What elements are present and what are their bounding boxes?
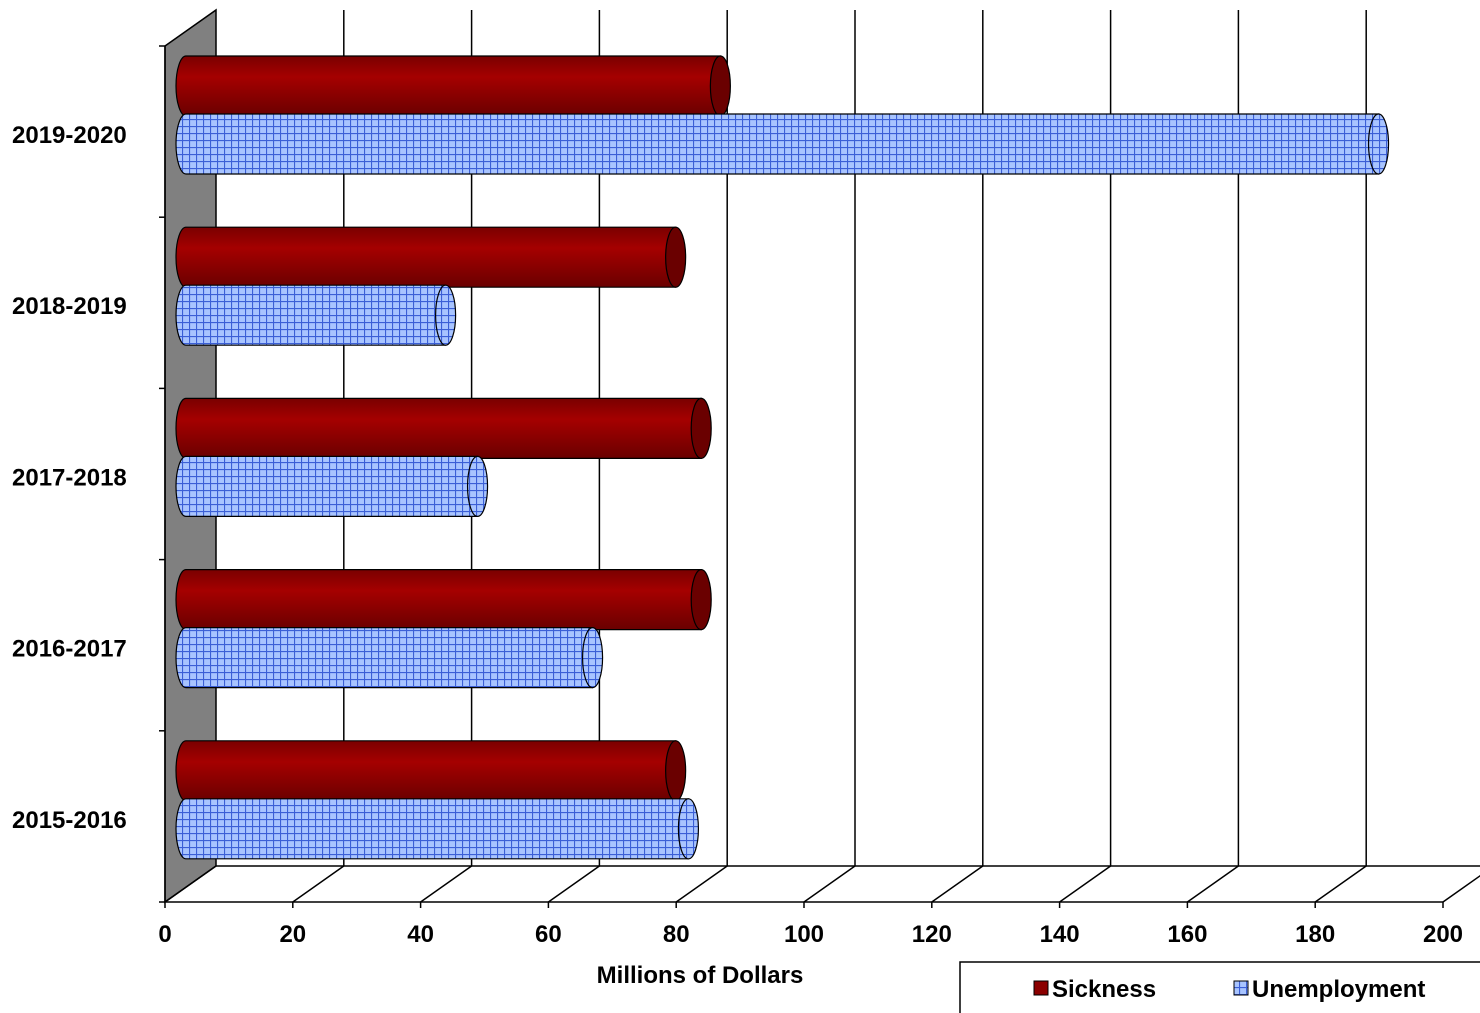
- bar-body: [175, 284, 447, 346]
- floor-gridline: [292, 865, 345, 903]
- floor-gridline: [931, 865, 984, 903]
- bar-cap: [581, 626, 604, 689]
- category-label: 2018-2019: [12, 293, 127, 320]
- legend: Sickness Unemployment: [959, 961, 1480, 1013]
- floor-gridline: [1186, 865, 1239, 903]
- legend-swatch-sickness: [1033, 980, 1049, 996]
- bar-sickness: [175, 740, 687, 802]
- bar-sickness: [175, 55, 731, 117]
- bar-body: [175, 627, 594, 689]
- x-tick-label: 160: [1167, 921, 1207, 948]
- x-tick-label: 80: [663, 921, 690, 948]
- bar-unemployment: [175, 798, 700, 860]
- floor-gridline: [547, 865, 600, 903]
- x-tick-label: 100: [784, 921, 824, 948]
- floor-gridline: [1059, 865, 1112, 903]
- bar-body: [175, 455, 479, 517]
- floor-gridline: [164, 865, 217, 903]
- bar-cap: [665, 226, 687, 288]
- bar-unemployment: [175, 626, 604, 689]
- bar-cap: [435, 284, 457, 346]
- bar-body: [175, 569, 702, 631]
- bar-sickness: [175, 397, 712, 459]
- bar-body: [175, 740, 677, 802]
- category-label: 2017-2018: [12, 464, 127, 491]
- bar-cap: [466, 455, 489, 517]
- bar-body: [175, 226, 677, 288]
- bar-cap: [1367, 113, 1390, 175]
- bar-unemployment: [175, 455, 489, 517]
- x-axis: 0 20 40 60 80 100 120 140 160 180 200: [158, 46, 1463, 948]
- y-axis: 2019-2020 2018-2019 2017-2018 2016-2017 2015…: [12, 45, 165, 903]
- bar-body: [175, 55, 721, 117]
- floor-gridline: [1314, 865, 1367, 903]
- x-tick-label: 60: [535, 921, 562, 948]
- x-axis-title: Millions of Dollars: [597, 962, 804, 989]
- x-tick-label: 200: [1423, 921, 1463, 948]
- x-tick-label: 20: [279, 921, 306, 948]
- floor-gridline: [803, 865, 856, 903]
- x-tick-label: 40: [407, 921, 434, 948]
- bar-cap: [677, 798, 700, 860]
- bar-body: [175, 798, 690, 860]
- category-label: 2015-2016: [12, 807, 127, 834]
- x-tick-label: 180: [1295, 921, 1335, 948]
- bar-unemployment: [175, 113, 1390, 175]
- bar-sickness: [175, 226, 687, 288]
- floor-gridline: [420, 865, 473, 903]
- bar-cap: [665, 740, 687, 802]
- bar-cap: [690, 568, 712, 631]
- floor-gridline: [675, 865, 728, 903]
- floor-gridline: [1442, 874, 1480, 903]
- bar-cap: [709, 55, 731, 117]
- bar-body: [175, 397, 702, 459]
- legend-label-sickness: Sickness: [1052, 976, 1156, 1003]
- bar-sickness: [175, 568, 712, 631]
- bar-cap: [690, 397, 712, 459]
- x-tick-label: 0: [158, 921, 171, 948]
- legend-swatch-unemployment: [1233, 980, 1249, 996]
- x-tick-label: 140: [1040, 921, 1080, 948]
- x-tick-label: 120: [912, 921, 952, 948]
- category-label: 2016-2017: [12, 636, 127, 663]
- bars: [175, 55, 1390, 860]
- bar-unemployment: [175, 284, 457, 346]
- legend-label-unemployment: Unemployment: [1252, 976, 1425, 1003]
- category-label: 2019-2020: [12, 122, 127, 149]
- bar-body: [175, 113, 1380, 175]
